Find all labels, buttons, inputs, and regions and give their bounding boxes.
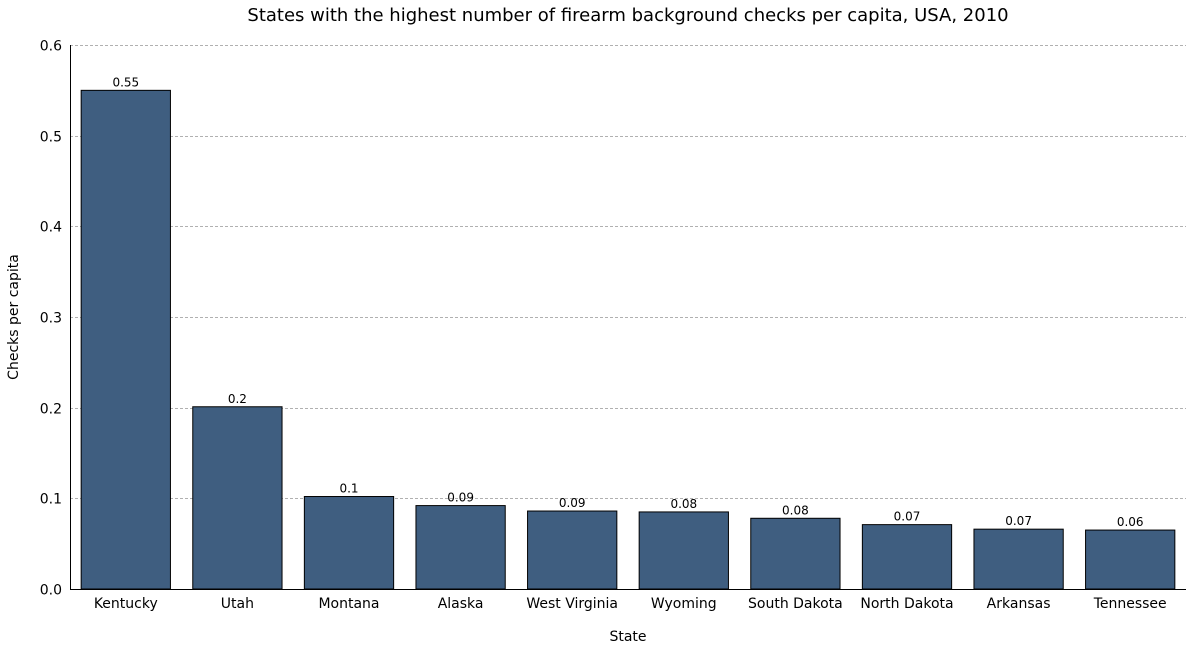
x-tick-label: Tennessee bbox=[1093, 596, 1167, 612]
bar bbox=[638, 511, 729, 590]
data-label: 0.09 bbox=[559, 496, 586, 510]
chart-title: States with the highest number of firear… bbox=[247, 5, 1008, 26]
data-labels: 0.55 0.2 0.1 0.09 0.09 0.08 0.08 0.07 0.07 0.06 bbox=[112, 75, 1143, 529]
bar bbox=[192, 406, 283, 590]
y-tick-label: 0.1 bbox=[40, 492, 62, 508]
bars bbox=[80, 89, 1176, 590]
x-axis-label: State bbox=[609, 629, 646, 645]
data-label: 0.2 bbox=[228, 392, 247, 406]
y-tick-label: 0.6 bbox=[40, 39, 62, 55]
bar bbox=[303, 496, 395, 590]
y-tick-label: 0.4 bbox=[40, 220, 62, 236]
y-axis-ticks: 0.0 0.1 0.2 0.3 0.4 0.5 0.6 bbox=[40, 39, 62, 599]
data-label: 0.1 bbox=[339, 482, 358, 496]
bar bbox=[1085, 529, 1176, 590]
x-tick-label: West Virginia bbox=[526, 596, 618, 612]
x-tick-label: Wyoming bbox=[651, 596, 717, 612]
x-tick-label: Utah bbox=[221, 596, 254, 612]
bar bbox=[750, 517, 841, 590]
bar bbox=[861, 524, 953, 590]
x-tick-label: Arkansas bbox=[987, 596, 1051, 612]
x-axis-ticks: Kentucky Utah Montana Alaska West Virginia Wy… bbox=[94, 596, 1167, 612]
x-tick-label: South Dakota bbox=[748, 596, 843, 612]
x-tick-label: Kentucky bbox=[94, 596, 158, 612]
bar bbox=[80, 89, 171, 590]
data-label: 0.08 bbox=[670, 497, 697, 511]
data-label: 0.06 bbox=[1117, 515, 1144, 529]
x-tick-label: Alaska bbox=[438, 596, 484, 612]
y-tick-label: 0.5 bbox=[40, 130, 62, 146]
bar bbox=[415, 505, 506, 590]
data-label: 0.07 bbox=[894, 510, 921, 524]
bar bbox=[527, 510, 618, 590]
x-tick-label: Montana bbox=[318, 596, 379, 612]
data-label: 0.07 bbox=[1005, 514, 1032, 528]
y-tick-label: 0.0 bbox=[40, 583, 62, 599]
y-axis-label: Checks per capita bbox=[6, 254, 22, 380]
y-tick-label: 0.2 bbox=[40, 402, 62, 418]
data-label: 0.09 bbox=[447, 491, 474, 505]
data-label: 0.08 bbox=[782, 503, 809, 517]
bar bbox=[973, 528, 1064, 590]
y-tick-label: 0.3 bbox=[40, 311, 62, 327]
data-label: 0.55 bbox=[112, 75, 139, 89]
x-tick-label: North Dakota bbox=[860, 596, 953, 612]
